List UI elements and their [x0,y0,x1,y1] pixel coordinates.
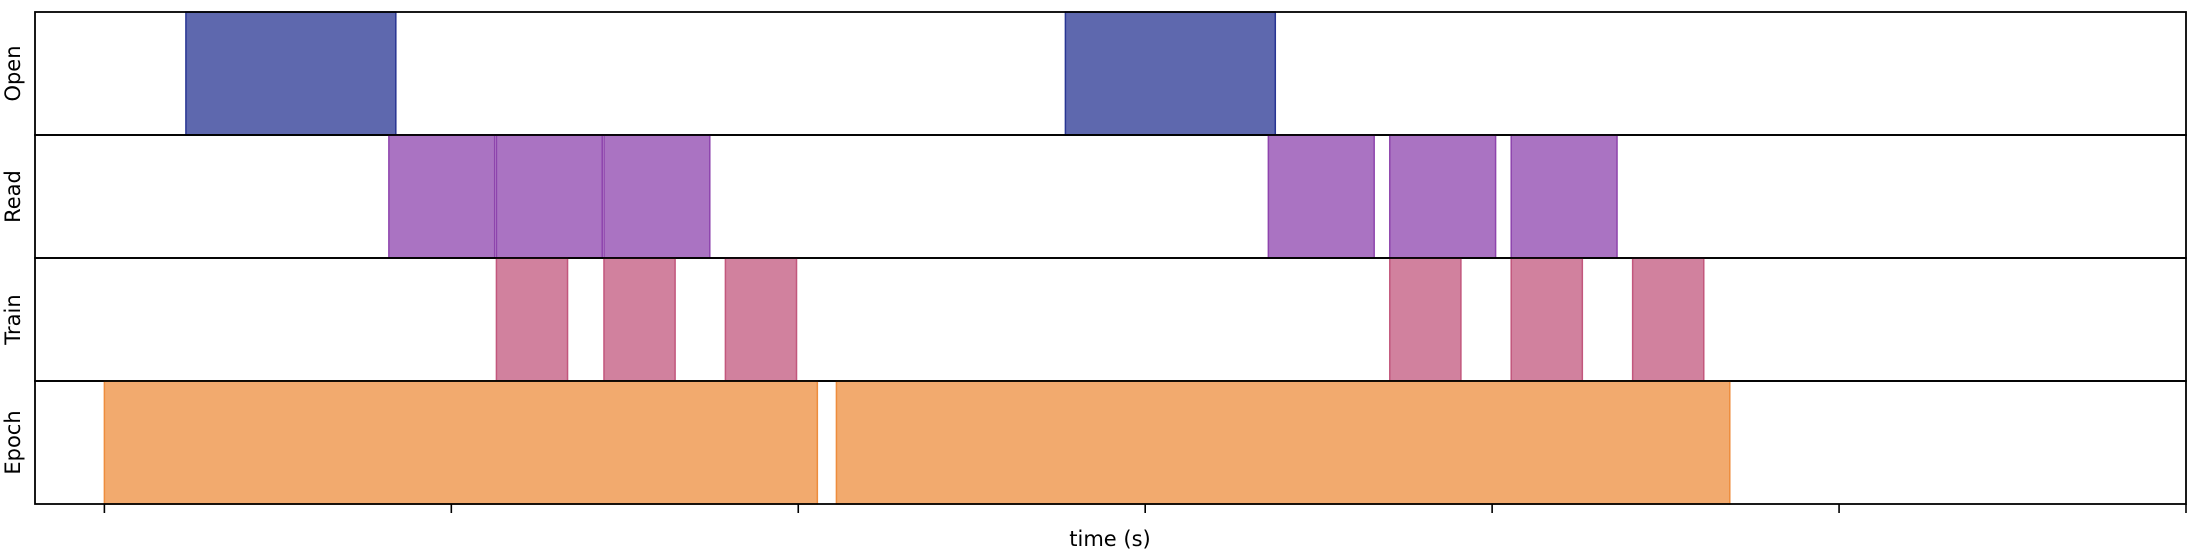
read-interval-6 [1510,134,1618,259]
train-interval-5 [1510,257,1584,382]
epoch-interval-1 [103,380,819,505]
read-interval-2 [495,134,603,259]
rows-layer: Open Read Train Epoch [1,11,2187,505]
row-frame-train [34,257,2187,382]
train-interval-6 [1631,257,1705,382]
train-interval-3 [724,257,798,382]
row-label-train: Train [1,294,25,345]
read-interval-1 [388,134,496,259]
read-interval-3 [603,134,711,259]
x-axis-ticks [103,504,2187,513]
read-interval-4 [1267,134,1375,259]
row-frame-read [34,134,2187,259]
epoch-interval-2 [835,380,1731,505]
row-label-epoch: Epoch [1,410,25,474]
train-interval-2 [603,257,676,382]
train-interval-4 [1389,257,1462,382]
read-interval-5 [1389,134,1497,259]
row-read: Read [1,134,2187,259]
row-label-read: Read [1,170,25,223]
row-open: Open [1,11,2187,136]
row-train: Train [1,257,2187,382]
train-interval-1 [495,257,569,382]
row-epoch: Epoch [1,380,2187,505]
open-interval-2 [1064,11,1277,136]
open-interval-1 [185,11,397,136]
x-axis-label: time (s) [1069,527,1150,551]
row-frame-epoch [34,380,2187,505]
row-label-open: Open [1,45,25,101]
